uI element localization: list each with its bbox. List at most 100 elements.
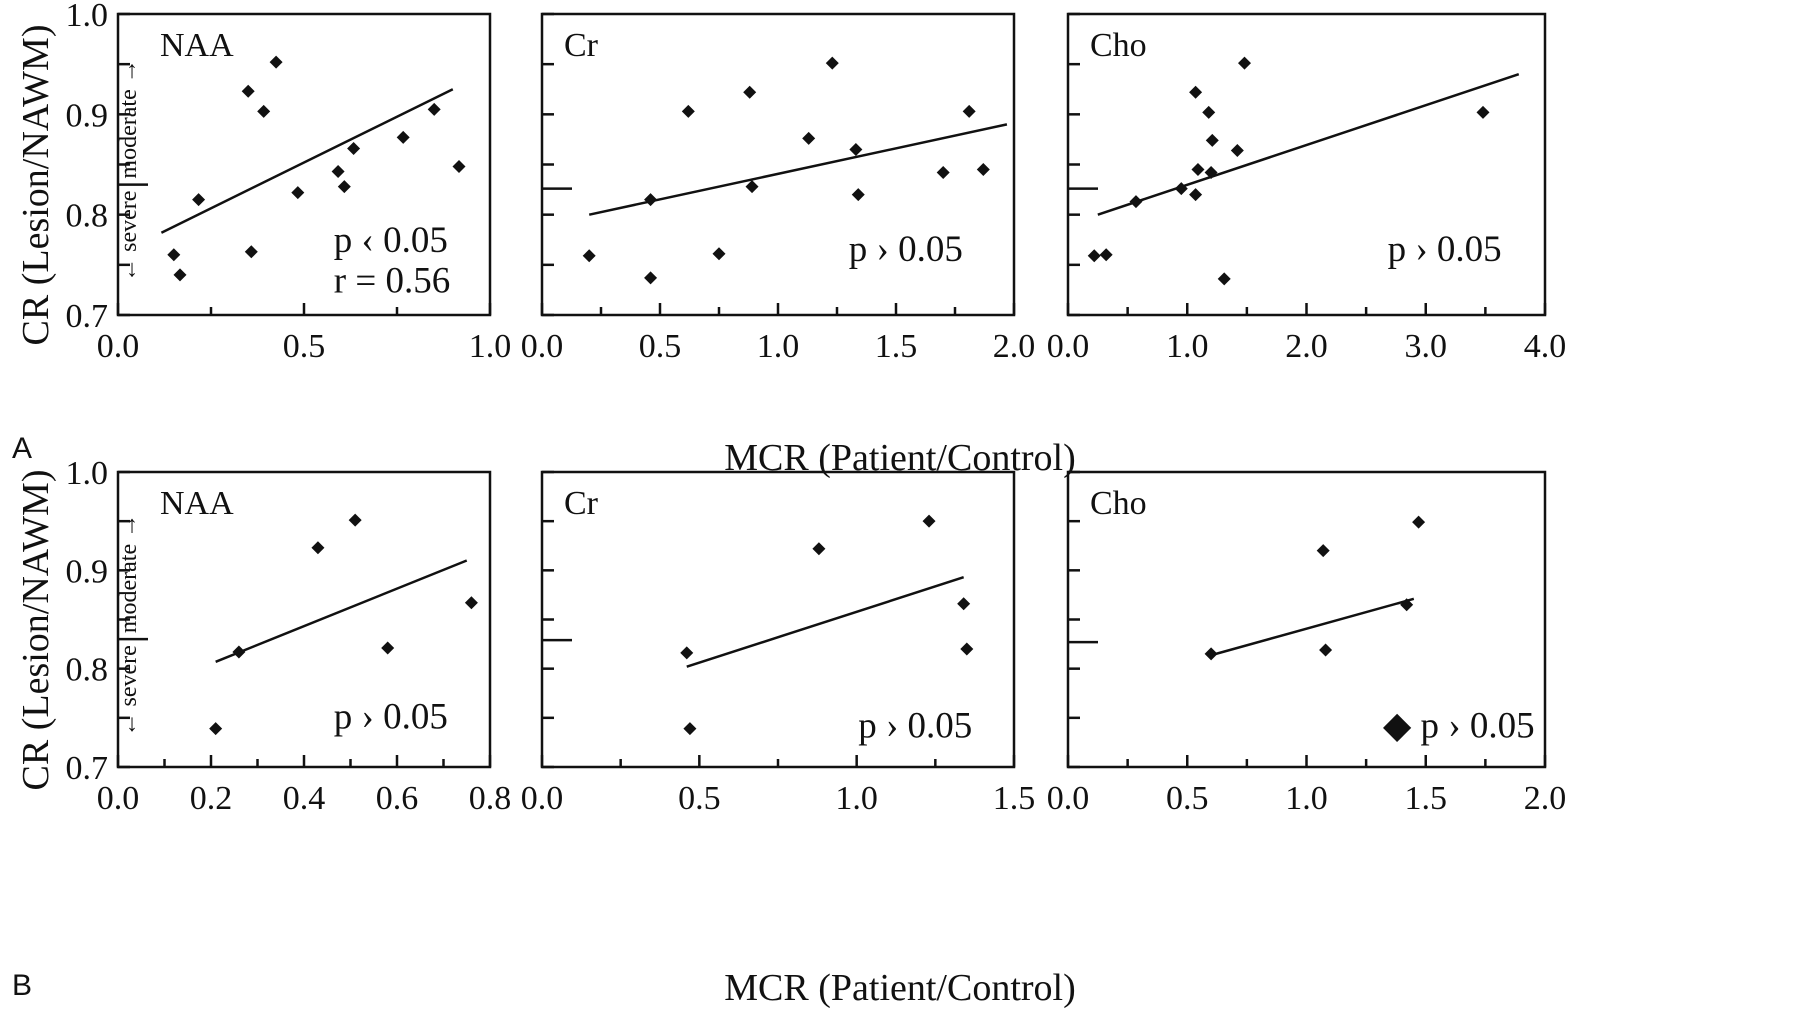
severity-moderate-label: moderate → [116,59,142,178]
y-axis-title-b: CR (Lesion/NAWM) [15,470,57,791]
panel-a-naa: 0.7 0.8 0.9 1.0 0.0 0.5 1.0 moderate → ← severe N… [66,0,512,365]
data-point [331,165,345,179]
data-point [712,247,726,261]
severity-severe-label: ← severe [116,191,142,282]
regression-line [1208,597,1415,658]
x-tick-label: 1.0 [835,780,878,817]
x-tick-label: 0.8 [469,780,512,817]
x-tick-label: 0.0 [521,780,564,817]
x-tick-label: 1.0 [757,328,800,365]
x-tick-label: 0.0 [97,328,140,365]
data-point [1237,56,1251,70]
data-point [1316,544,1330,558]
x-tick-label: 0.0 [1047,780,1090,817]
data-point [396,130,410,144]
data-point [1191,163,1205,177]
data-point [745,180,759,194]
y-tick-label: 0.7 [66,750,109,787]
panel-b-naa: 0.7 0.8 0.9 1.0 0.0 0.2 0.4 0.6 0.8 moderate → ← s… [66,455,512,817]
stat-label: p › 0.05 [334,697,448,738]
data-point [1230,143,1244,157]
x-tick-label: 1.0 [1285,780,1328,817]
row-letter-a: A [12,432,32,465]
data-point [1129,195,1143,209]
data-point [1204,166,1218,180]
x-tick-label: 0.0 [1047,328,1090,365]
panel-b-cho: 0.0 0.5 1.0 1.5 2.0 Cho ◆ p › 0.05 [1047,470,1567,817]
regression-line [686,576,965,668]
stat-label: r = 0.56 [334,260,450,301]
regression-line [1097,73,1520,216]
x-tick-label: 0.6 [376,780,419,817]
y-tick-label: 0.7 [66,298,109,335]
data-point [1087,249,1101,263]
y-tick-label: 0.8 [66,198,109,235]
panel-label: Cho [1090,485,1147,522]
data-point [381,641,395,655]
data-point [1400,598,1414,612]
data-point [960,642,974,656]
plot-frame [540,12,1016,317]
x-tick-label: 2.0 [1285,328,1328,365]
data-point [232,645,246,659]
data-point [269,55,283,69]
data-point [825,56,839,70]
stat-label: p › 0.05 [849,229,963,270]
data-point [1189,85,1203,99]
data-point [644,271,658,285]
data-point [582,249,596,263]
data-point [644,193,658,207]
stat-label: p › 0.05 [858,706,972,747]
data-point [1217,272,1231,286]
x-tick-label: 0.0 [521,328,564,365]
data-point [209,722,223,736]
panel-a-cr: 0.0 0.5 1.0 1.5 2.0 Cr p › 0.05 [521,12,1036,365]
data-point [962,104,976,118]
data-point [244,245,258,259]
y-tick-label: 0.9 [66,97,109,134]
y-tick-label: 0.9 [66,553,109,590]
data-point [348,513,362,527]
data-point [1099,248,1113,262]
x-tick-label: 0.5 [639,328,682,365]
data-point [851,188,865,202]
data-point [976,163,990,177]
x-tick-label: 1.5 [1405,780,1448,817]
panel-label: NAA [160,485,234,522]
data-point [192,193,206,207]
x-tick-label: 0.5 [678,780,721,817]
data-point [812,542,826,556]
severity-severe-label: ← severe [116,645,142,736]
stat-label: p ‹ 0.05 [334,220,448,261]
y-tick-label: 0.8 [66,652,109,689]
data-point [1202,105,1216,119]
panel-b-cr: 0.0 0.5 1.0 1.5 Cr p › 0.05 [521,470,1036,817]
x-tick-label: 0.4 [283,780,326,817]
panel-label: Cho [1090,27,1147,64]
data-point [849,142,863,156]
panel-label: Cr [564,27,599,64]
x-tick-label: 0.5 [1166,780,1209,817]
data-point [681,104,695,118]
x-tick-label: 1.0 [469,328,512,365]
x-tick-label: 3.0 [1405,328,1448,365]
data-point [957,597,971,611]
data-point [743,85,757,99]
data-point [452,160,466,174]
regression-line [215,559,468,663]
data-point [1319,643,1333,657]
x-tick-label: 1.5 [993,780,1036,817]
data-point [683,722,697,736]
data-point [680,646,694,660]
x-tick-label: 2.0 [1524,780,1567,817]
panel-label: Cr [564,485,599,522]
x-tick-label: 2.0 [993,328,1036,365]
data-point [311,541,325,555]
data-point [427,102,441,116]
data-point [337,180,351,194]
x-tick-label: 4.0 [1524,328,1567,365]
data-point [167,248,181,262]
data-point [464,596,478,610]
